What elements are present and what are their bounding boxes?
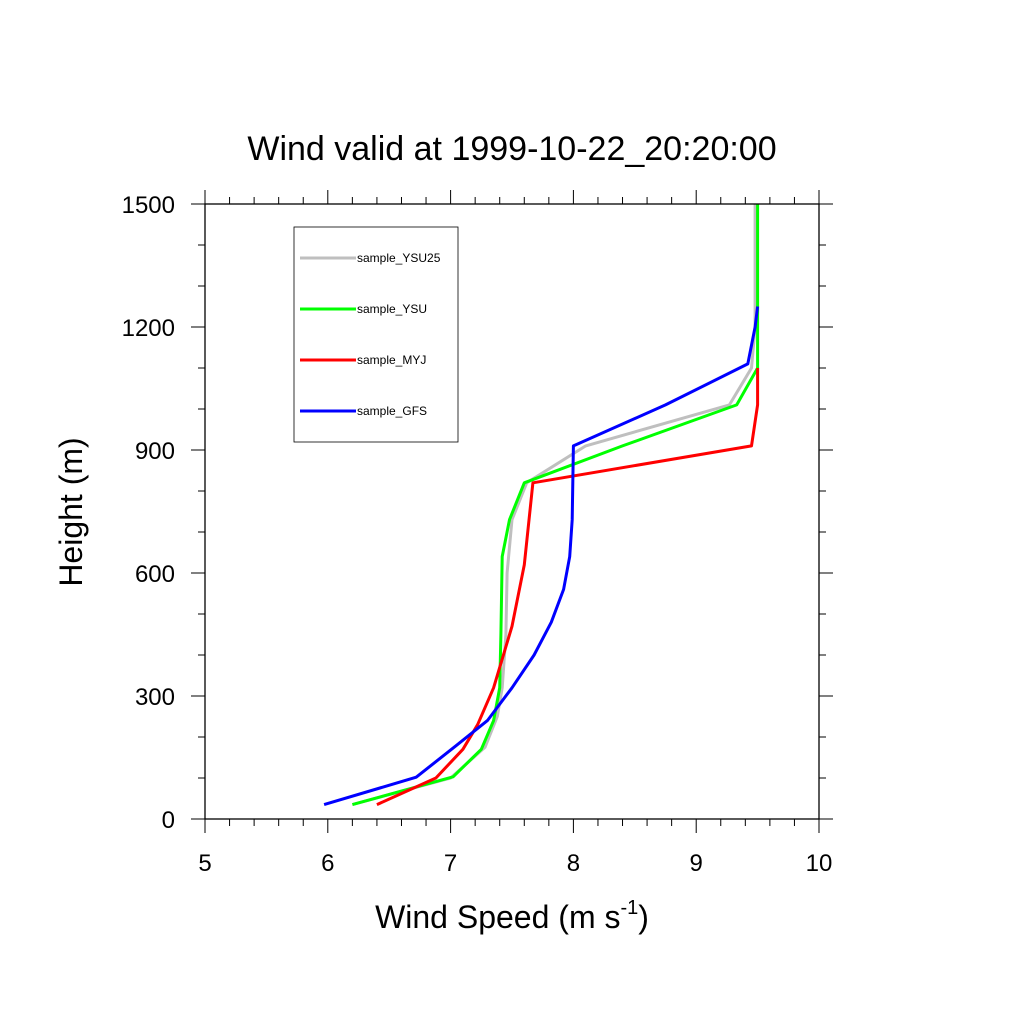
- legend-label-sample_MYJ: sample_MYJ: [357, 353, 426, 367]
- y-tick-label: 1500: [122, 192, 175, 219]
- chart-title: Wind valid at 1999-10-22_20:20:00: [247, 130, 776, 168]
- x-tick-label: 5: [198, 850, 211, 877]
- series-line-sample_YSU: [352, 204, 760, 807]
- x-axis-label-main: Wind Speed (m s: [375, 899, 620, 935]
- x-tick-label: 6: [321, 850, 334, 877]
- x-axis-label: Wind Speed (m s-1): [375, 897, 649, 935]
- x-tick-label: 10: [806, 850, 833, 877]
- x-tick-label: 7: [444, 850, 457, 877]
- y-tick-label: 0: [162, 807, 175, 834]
- legend-box: [293, 226, 459, 443]
- plot-frame: [204, 203, 820, 820]
- x-axis-label-end: ): [638, 899, 649, 935]
- series-line-sample_MYJ: [376, 368, 760, 806]
- x-tick-label: 8: [567, 850, 580, 877]
- y-axis-label: Height (m): [53, 437, 89, 586]
- x-axis-label-superscript: -1: [620, 897, 638, 919]
- legend-items: sample_YSU25 sample_YSU sample_MYJ sample_G…: [300, 251, 441, 418]
- series-line-sample_GFS: [323, 306, 760, 807]
- legend-label-sample_YSU: sample_YSU: [357, 302, 427, 316]
- tick-layer: 5 6 7 8 9 10 0 300 600 900 1200 1500: [122, 190, 833, 877]
- y-tick-label: 900: [135, 438, 175, 465]
- y-tick-label: 600: [135, 561, 175, 588]
- series-layer: [323, 204, 760, 807]
- plot-area: 5 6 7 8 9 10 0 300 600 900 1200 1500: [122, 190, 833, 877]
- x-tick-label: 9: [690, 850, 703, 877]
- y-tick-label: 1200: [122, 315, 175, 342]
- series-line-sample_YSU25: [352, 204, 757, 807]
- y-tick-label: 300: [135, 684, 175, 711]
- legend-label-sample_GFS: sample_GFS: [357, 404, 427, 418]
- legend-label-sample_YSU25: sample_YSU25: [357, 251, 441, 265]
- legend: sample_YSU25 sample_YSU sample_MYJ sample_G…: [293, 226, 459, 443]
